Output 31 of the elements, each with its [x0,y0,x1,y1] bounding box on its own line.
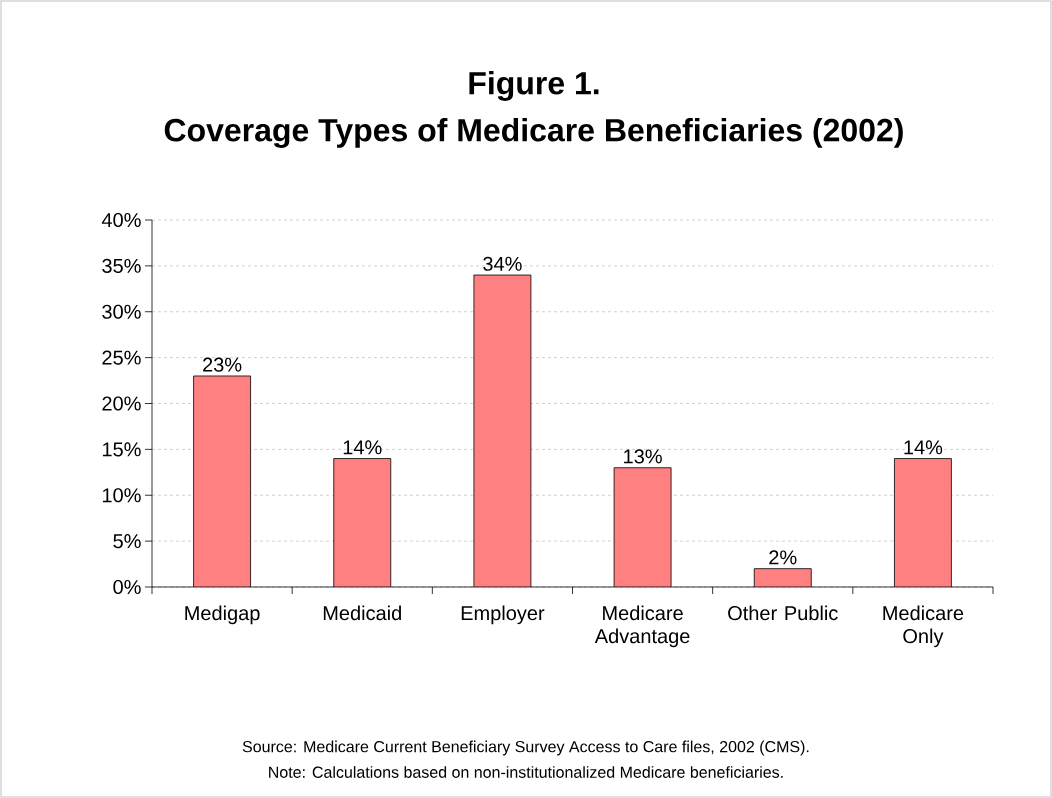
bar [473,275,531,587]
bar [333,458,391,587]
x-tick-label: Other Public [728,605,838,621]
y-tick-label: 15% [102,442,141,457]
data-label: 34% [483,256,522,271]
x-tick-label: Medicaid [323,605,401,621]
y-tick-label: 25% [102,350,141,365]
data-label: 23% [203,357,242,372]
chart-title: Figure 1. [469,71,599,101]
x-tick-label: Medicare Advantage [594,605,690,648]
data-label: 13% [624,449,662,464]
y-tick-label: 40% [101,212,141,228]
data-label: 14% [343,440,382,455]
y-tick-label: 0% [113,579,141,595]
x-tick-label: Medigap [185,605,260,625]
y-tick-label: 30% [102,304,141,319]
chart-subtitle: Coverage Types of Medicare Beneficiaries (2002) [164,118,903,148]
text: Note: Calculations based on non-institutionalized Medicare beneficiaries. [269,766,783,778]
bar [894,458,952,587]
bar [193,375,251,587]
x-tick-label: Medicare Only [883,605,964,648]
source-note: Source: Medicare Current Beneficiary Survey Access to Care files, 2002 (CMS). [242,740,809,756]
x-tick-label: Employer [461,605,545,625]
bar [614,467,672,587]
data-label: 14% [904,440,943,455]
y-tick-label: 20% [102,396,141,411]
y-tick-label: 35% [102,258,141,273]
bar [754,568,812,587]
y-tick-label: 5% [113,534,141,549]
data-label: 2% [769,550,797,565]
y-tick-label: 10% [102,488,141,503]
